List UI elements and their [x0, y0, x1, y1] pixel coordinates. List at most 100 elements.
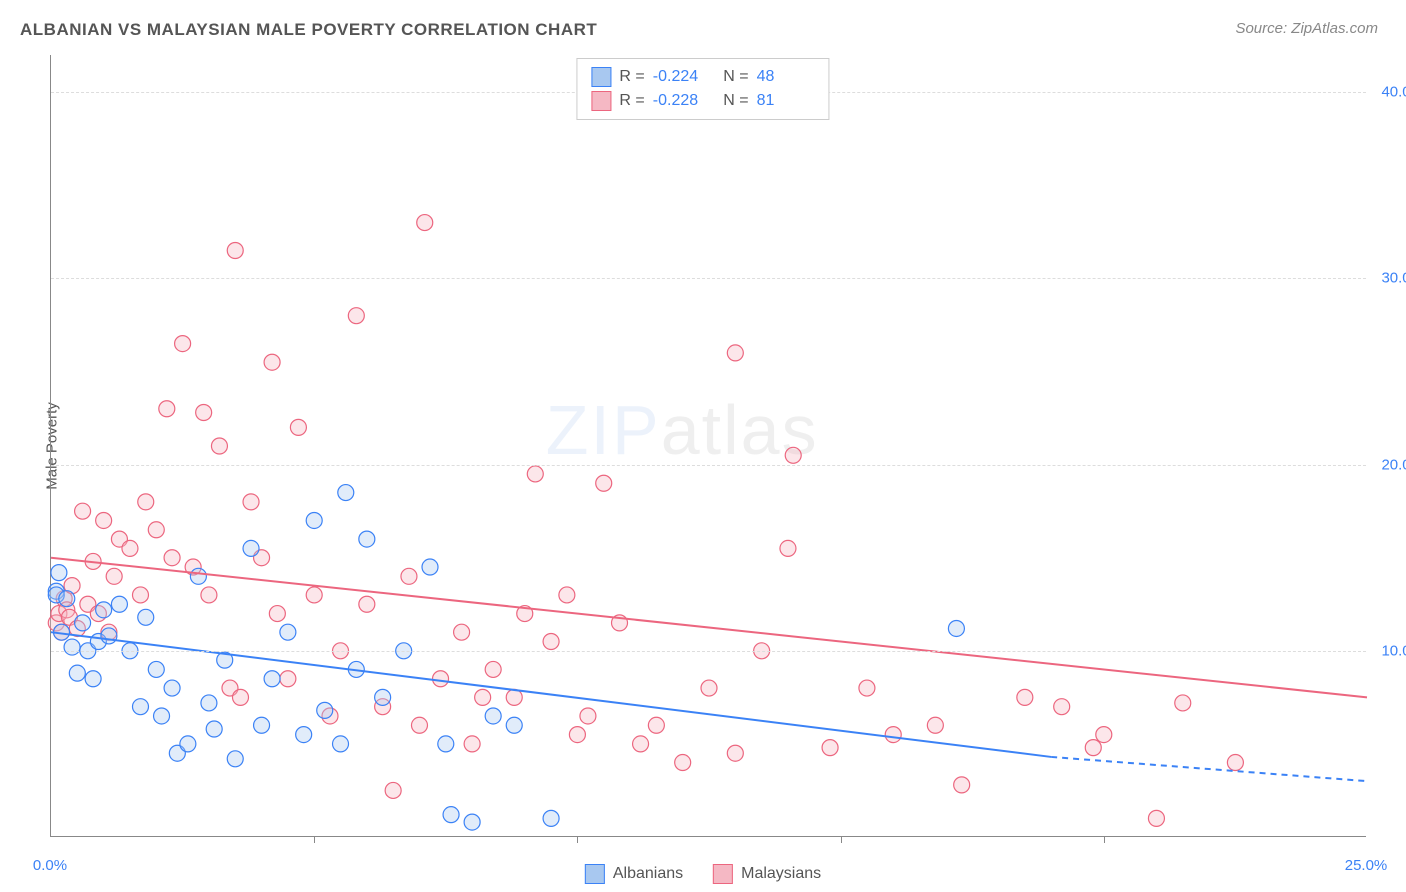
- scatter-point: [359, 531, 375, 547]
- scatter-point: [51, 565, 67, 581]
- scatter-point: [438, 736, 454, 752]
- scatter-point: [148, 661, 164, 677]
- scatter-point: [132, 587, 148, 603]
- scatter-point: [59, 591, 75, 607]
- scatter-point: [785, 447, 801, 463]
- scatter-point: [543, 810, 559, 826]
- scatter-point: [180, 736, 196, 752]
- scatter-point: [233, 689, 249, 705]
- legend-row: R = -0.224 N = 48: [591, 65, 814, 89]
- scatter-point: [154, 708, 170, 724]
- scatter-point: [227, 243, 243, 259]
- scatter-point: [290, 419, 306, 435]
- scatter-point: [485, 661, 501, 677]
- scatter-point: [822, 740, 838, 756]
- scatter-point: [280, 624, 296, 640]
- scatter-point: [111, 596, 127, 612]
- scatter-point: [411, 717, 427, 733]
- scatter-point: [359, 596, 375, 612]
- scatter-point: [596, 475, 612, 491]
- scatter-point: [569, 727, 585, 743]
- scatter-point: [780, 540, 796, 556]
- scatter-point: [1148, 810, 1164, 826]
- scatter-point: [580, 708, 596, 724]
- scatter-point: [1054, 699, 1070, 715]
- gridline-h: [51, 278, 1366, 279]
- scatter-point: [96, 602, 112, 618]
- x-tick-label: 0.0%: [33, 857, 67, 874]
- scatter-point: [75, 503, 91, 519]
- scatter-point: [159, 401, 175, 417]
- legend-r-value: -0.228: [653, 89, 711, 113]
- legend-item: Albanians: [585, 864, 683, 884]
- legend-swatch: [591, 67, 611, 87]
- scatter-point: [464, 736, 480, 752]
- legend-label: Albanians: [613, 865, 683, 883]
- correlation-legend: R = -0.224 N = 48R = -0.228 N = 81: [576, 58, 829, 120]
- scatter-point: [280, 671, 296, 687]
- scatter-point: [201, 587, 217, 603]
- legend-r-value: -0.224: [653, 65, 711, 89]
- x-tick: [1104, 836, 1105, 843]
- scatter-point: [243, 494, 259, 510]
- legend-label: Malaysians: [741, 865, 821, 883]
- y-tick-label: 30.0%: [1374, 270, 1406, 287]
- scatter-point: [859, 680, 875, 696]
- y-tick-label: 10.0%: [1374, 642, 1406, 659]
- plot-svg: [51, 55, 1366, 836]
- scatter-point: [401, 568, 417, 584]
- scatter-point: [264, 354, 280, 370]
- scatter-point: [675, 755, 691, 771]
- scatter-point: [701, 680, 717, 696]
- x-tick: [577, 836, 578, 843]
- scatter-point: [317, 702, 333, 718]
- scatter-point: [727, 745, 743, 761]
- legend-n-label: N =: [719, 65, 749, 89]
- scatter-point: [101, 628, 117, 644]
- scatter-point: [164, 550, 180, 566]
- scatter-point: [506, 717, 522, 733]
- scatter-point: [138, 494, 154, 510]
- scatter-point: [254, 717, 270, 733]
- scatter-point: [132, 699, 148, 715]
- scatter-point: [227, 751, 243, 767]
- legend-row: R = -0.228 N = 81: [591, 89, 814, 113]
- scatter-point: [269, 606, 285, 622]
- gridline-h: [51, 465, 1366, 466]
- scatter-point: [201, 695, 217, 711]
- scatter-point: [69, 665, 85, 681]
- scatter-point: [422, 559, 438, 575]
- scatter-point: [122, 540, 138, 556]
- scatter-point: [175, 336, 191, 352]
- x-tick: [314, 836, 315, 843]
- scatter-point: [443, 807, 459, 823]
- scatter-point: [475, 689, 491, 705]
- source-attribution: Source: ZipAtlas.com: [1235, 20, 1378, 37]
- scatter-point: [206, 721, 222, 737]
- scatter-point: [485, 708, 501, 724]
- scatter-point: [727, 345, 743, 361]
- scatter-point: [1175, 695, 1191, 711]
- scatter-point: [417, 215, 433, 231]
- plot-area: ZIPatlas 10.0%20.0%30.0%40.0%: [50, 55, 1366, 837]
- scatter-point: [348, 308, 364, 324]
- legend-item: Malaysians: [713, 864, 821, 884]
- scatter-point: [243, 540, 259, 556]
- scatter-point: [338, 485, 354, 501]
- legend-r-label: R =: [619, 89, 644, 113]
- x-tick-label: 25.0%: [1345, 857, 1388, 874]
- trend-line-extrapolated: [1051, 757, 1367, 781]
- scatter-point: [464, 814, 480, 830]
- scatter-point: [433, 671, 449, 687]
- scatter-point: [375, 689, 391, 705]
- scatter-point: [506, 689, 522, 705]
- scatter-point: [954, 777, 970, 793]
- scatter-point: [454, 624, 470, 640]
- scatter-point: [148, 522, 164, 538]
- chart-title: ALBANIAN VS MALAYSIAN MALE POVERTY CORRE…: [20, 20, 597, 40]
- scatter-point: [306, 587, 322, 603]
- scatter-point: [211, 438, 227, 454]
- legend-n-value: 81: [757, 89, 815, 113]
- scatter-point: [96, 512, 112, 528]
- scatter-point: [196, 404, 212, 420]
